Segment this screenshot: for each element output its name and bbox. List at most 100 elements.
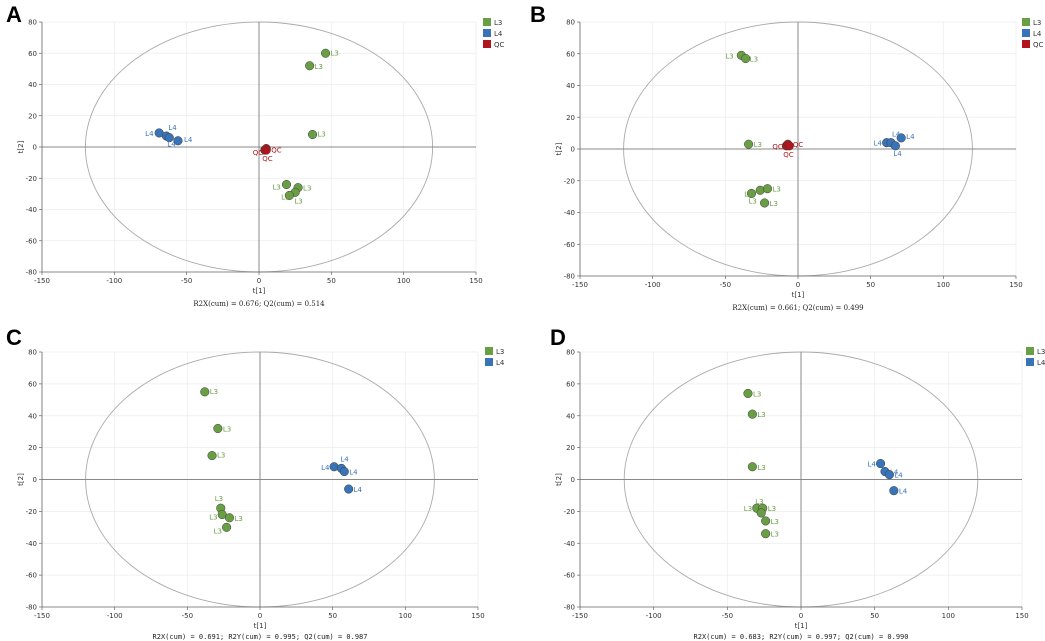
data-point-label: L3 bbox=[210, 388, 218, 396]
x-tick-label: -100 bbox=[107, 612, 123, 620]
legend-swatch-l4 bbox=[1026, 358, 1034, 366]
data-point-label: L3 bbox=[768, 505, 776, 513]
y-tick-label: -40 bbox=[564, 540, 575, 548]
data-point-label: L3 bbox=[771, 518, 779, 526]
y-tick-label: -60 bbox=[26, 237, 37, 245]
data-point-l3 bbox=[224, 513, 235, 523]
x-tick-label: -50 bbox=[722, 612, 733, 620]
legend-label: L3 bbox=[496, 348, 504, 356]
data-point-label: QC bbox=[271, 147, 282, 155]
data-point-l4 bbox=[889, 486, 899, 496]
data-point-label: L4 bbox=[868, 461, 877, 469]
data-point-label: L3 bbox=[748, 197, 756, 205]
legend-swatch-l3 bbox=[1022, 18, 1030, 26]
y-tick-label: -20 bbox=[26, 175, 37, 183]
data-point-label: L4 bbox=[354, 486, 363, 494]
y-tick-label: 80 bbox=[28, 19, 37, 27]
data-point-label: L3 bbox=[754, 141, 762, 149]
y-tick-label: 60 bbox=[28, 50, 37, 58]
legend-label: QC bbox=[494, 41, 505, 49]
y-tick-label: 20 bbox=[566, 444, 575, 452]
y-tick-label: -80 bbox=[26, 269, 37, 277]
data-point-label: L3 bbox=[757, 464, 765, 472]
data-point-label: L4 bbox=[349, 469, 358, 477]
data-point-label: L4 bbox=[145, 130, 154, 138]
data-point-label: L3 bbox=[223, 426, 231, 434]
data-point-l3 bbox=[281, 179, 292, 190]
x-tick-label: 50 bbox=[870, 612, 879, 620]
x-tick-label: -150 bbox=[572, 281, 588, 289]
data-point-l4 bbox=[896, 133, 906, 143]
data-point-l3 bbox=[307, 129, 318, 140]
data-point-label: L3 bbox=[217, 452, 225, 460]
chart-panel-d: D -150 -100 -50 0 50 100 150 -80 -60 -40 -20 0 20 40 60… bbox=[550, 325, 1045, 641]
data-point-label: L3 bbox=[294, 197, 302, 205]
y-tick-label: 40 bbox=[28, 412, 37, 420]
data-point-label: L3 bbox=[318, 131, 326, 139]
data-point-label: L3 bbox=[750, 56, 758, 64]
y-tick-label: 0 bbox=[571, 146, 575, 154]
legend-swatch-l4 bbox=[1022, 29, 1030, 37]
x-tick-label: 100 bbox=[397, 277, 410, 285]
legend-label: L3 bbox=[1037, 348, 1045, 356]
y-tick-label: -60 bbox=[26, 572, 37, 580]
legend-swatch-l3 bbox=[1026, 347, 1034, 355]
x-tick-label: 50 bbox=[328, 612, 337, 620]
data-point-qc bbox=[784, 141, 794, 151]
model-statistics: R2X(cum) = 0.691; R2Y(cum) = 0.995; Q2(c… bbox=[153, 633, 368, 641]
y-tick-label: 60 bbox=[566, 380, 575, 388]
x-axis-label: t[1] bbox=[254, 622, 267, 630]
data-point-l3 bbox=[743, 388, 753, 398]
y-tick-label: -20 bbox=[564, 177, 575, 185]
y-tick-label: -20 bbox=[26, 508, 37, 516]
data-point-l3 bbox=[760, 198, 770, 208]
y-tick-label: 20 bbox=[28, 444, 37, 452]
data-point-l3 bbox=[284, 190, 294, 200]
x-tick-label: -100 bbox=[645, 281, 661, 289]
data-point-label: L3 bbox=[234, 515, 242, 523]
legend-swatch-qc bbox=[483, 40, 491, 48]
data-point-label: L4 bbox=[894, 472, 903, 480]
x-tick-label: -50 bbox=[182, 612, 193, 620]
legend-swatch-l3 bbox=[483, 18, 491, 26]
y-axis-label: t[2] bbox=[17, 473, 25, 486]
data-point-l3 bbox=[756, 508, 766, 518]
y-tick-label: 60 bbox=[28, 380, 37, 388]
data-point-l3 bbox=[761, 529, 771, 539]
y-tick-label: 80 bbox=[566, 19, 575, 27]
data-point-l4 bbox=[876, 459, 886, 469]
x-tick-label: -50 bbox=[181, 277, 192, 285]
data-point-l3 bbox=[222, 522, 232, 532]
chart-panel-a: A -150 -100 -50 0 50 100 150 -80 -60 -40 -20 0 20 40 60… bbox=[6, 2, 505, 308]
y-tick-label: -80 bbox=[26, 604, 37, 612]
x-tick-label: 0 bbox=[796, 281, 800, 289]
panel-letter: D bbox=[550, 325, 566, 350]
data-point-l3 bbox=[747, 462, 757, 472]
data-point-label: L3 bbox=[303, 185, 311, 193]
x-axis-label: t[1] bbox=[795, 622, 808, 630]
y-tick-label: 0 bbox=[33, 476, 37, 484]
data-point-label: L4 bbox=[899, 488, 908, 496]
legend-label: L3 bbox=[1033, 19, 1041, 27]
y-tick-label: 80 bbox=[28, 349, 37, 357]
data-point-l3 bbox=[200, 387, 210, 397]
data-point-label: QC bbox=[783, 151, 794, 159]
x-tick-label: 50 bbox=[327, 277, 336, 285]
x-axis-label: t[1] bbox=[792, 291, 805, 299]
legend-label: L4 bbox=[1037, 359, 1045, 367]
x-axis-label: t[1] bbox=[253, 287, 266, 295]
chart-panel-c: C -150 -100 -50 0 50 100 150 -80 -60 -40 -20 0 20 40 60… bbox=[6, 325, 505, 641]
data-point-label: L4 bbox=[892, 131, 901, 139]
y-tick-label: 40 bbox=[566, 82, 575, 90]
y-axis-label: t[2] bbox=[17, 140, 25, 153]
data-point-l3 bbox=[746, 188, 757, 198]
data-point-l3 bbox=[747, 409, 757, 419]
x-tick-label: 150 bbox=[469, 277, 482, 285]
legend-label: L4 bbox=[1033, 30, 1042, 38]
y-tick-label: 40 bbox=[566, 412, 575, 420]
x-tick-label: 100 bbox=[399, 612, 412, 620]
data-point-label: QC bbox=[772, 143, 783, 151]
x-tick-label: -100 bbox=[646, 612, 662, 620]
data-point-l3 bbox=[741, 53, 751, 64]
data-point-l3 bbox=[744, 139, 754, 149]
